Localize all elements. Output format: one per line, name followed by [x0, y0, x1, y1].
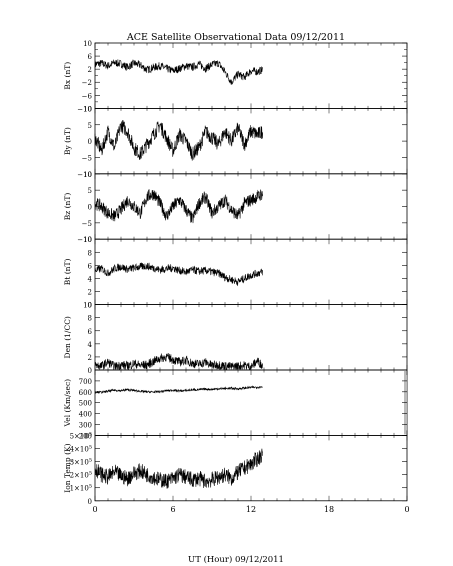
- panel-5-ylabel: Den (1/CC): [63, 316, 72, 358]
- panel-6-ytick-label: 700: [79, 378, 92, 386]
- panel-6-ytick-label: 300: [79, 422, 92, 430]
- panel-1-series-line: [94, 59, 263, 86]
- panel-5-ytick-label: 6: [88, 328, 93, 336]
- panel-1-ytick-label: 10: [83, 40, 92, 48]
- panel-6-ytick-label: 200: [79, 432, 92, 440]
- panel-7-ytick-label: 3×105: [70, 458, 92, 467]
- panel-4-series-line: [94, 262, 263, 287]
- panel-4-ytick-label: 10: [83, 236, 92, 244]
- panel-4-ytick-label: 8: [88, 249, 92, 257]
- x-axis-label: UT (Hour) 09/12/2011: [188, 554, 284, 565]
- panel-5-ytick-label: 4: [88, 341, 93, 349]
- x-tick-label: 18: [324, 505, 334, 514]
- panel-2-ytick-label: −5: [82, 154, 92, 162]
- x-tick-label: 0: [404, 505, 409, 514]
- panel-6-ytick-label: 600: [79, 389, 92, 397]
- panel-3-ytick-label: −10: [77, 236, 92, 244]
- x-tick-label: 12: [246, 505, 256, 514]
- figure-title: ACE Satellite Observational Data 09/12/2…: [126, 32, 345, 43]
- panel-2-ytick-label: −10: [77, 171, 92, 179]
- panel-4-frame: [94, 238, 408, 305]
- panel-4-ylabel: Bt (nT): [63, 259, 72, 286]
- panel-6-ytick-label: 500: [79, 400, 92, 408]
- panel-2-ytick-label: 10: [83, 105, 92, 113]
- panel-7-ytick-label: 0: [88, 498, 92, 506]
- panel-3-series-line: [94, 189, 263, 224]
- panel-5-ytick-label: 10: [83, 302, 92, 310]
- panel-6-series-line: [94, 385, 263, 394]
- panel-1-ylabel: Bx (nT): [63, 62, 72, 90]
- panel-2-ytick-label: 0: [88, 138, 92, 146]
- panel-6-ytick-label: 400: [79, 411, 92, 419]
- panel-1-ytick-label: −10: [77, 105, 92, 113]
- panel-3-ytick-label: 0: [88, 204, 92, 212]
- panel-2-ylabel: By (nT): [63, 127, 72, 155]
- panel-1-ytick-label: −6: [82, 92, 93, 100]
- panel-4-ytick-label: 2: [88, 289, 92, 297]
- panel-3-ylabel: Bz (nT): [63, 193, 72, 221]
- panel-1-ytick-label: 2: [88, 66, 92, 74]
- panel-4-ytick-label: 4: [88, 275, 93, 283]
- x-tick-label: 0: [92, 505, 97, 514]
- panel-5-ytick-label: 2: [88, 354, 92, 362]
- panel-5-ytick-label: 8: [88, 315, 92, 323]
- panel-7-ylabel: Ion Temp (K): [63, 443, 72, 492]
- panel-3-ytick-label: −5: [82, 220, 92, 228]
- panel-5-series-line: [94, 352, 263, 371]
- panel-1-ytick-label: 6: [88, 53, 93, 61]
- panel-3-ytick-label: 5: [88, 187, 92, 195]
- panel-6-ylabel: Vel (Km/sec): [63, 379, 72, 428]
- panel-3-ytick-label: 10: [83, 171, 92, 179]
- panel-2-ytick-label: 5: [88, 122, 92, 130]
- panel-6-frame: [94, 369, 408, 436]
- panel-7-ytick-label: 5×105: [70, 431, 92, 440]
- panel-4-ytick-label: 6: [88, 262, 93, 270]
- panel-7-series-line: [94, 448, 263, 489]
- panel-7-ytick-label: 2×105: [70, 471, 92, 480]
- panel-7-ytick-label: 4×105: [70, 444, 92, 453]
- x-tick-label: 6: [170, 505, 175, 514]
- panel-5-ytick-label: 0: [88, 367, 92, 375]
- panel-4-ytick-label: 0: [88, 302, 92, 310]
- panel-2-frame: [94, 108, 408, 175]
- panels: 10 6 2 −2 −6 −10 Bx (nT) 10 5 0 −5 −10 By (nT) 10 5 0 −5…: [63, 40, 410, 514]
- panel-7-ytick-label: 1×105: [70, 484, 92, 493]
- panel-1-frame: [94, 42, 408, 109]
- panel-5-frame: [94, 304, 408, 371]
- panel-1-ytick-label: −2: [82, 79, 92, 87]
- panel-2-series-line: [94, 120, 263, 161]
